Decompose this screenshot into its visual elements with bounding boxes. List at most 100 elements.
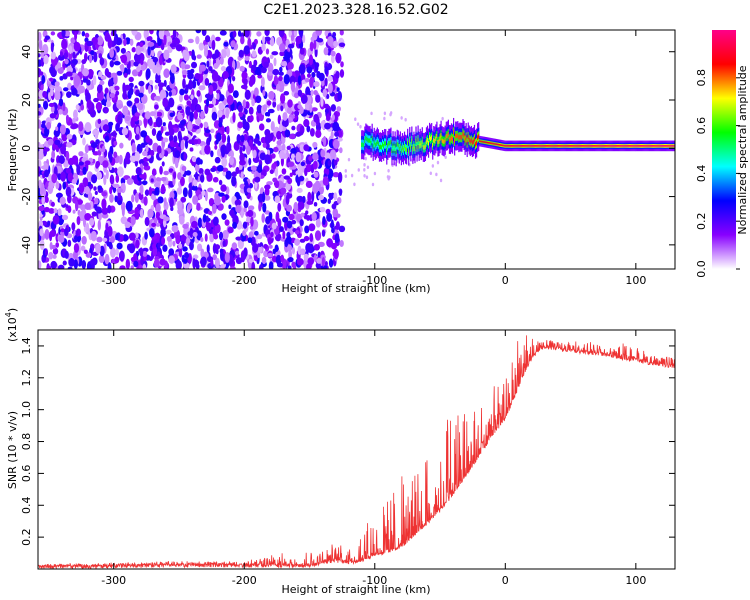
heatmap-cell (253, 87, 259, 97)
heatmap-cell (53, 109, 58, 115)
heatmap-cell (181, 69, 188, 76)
heatmap-cell (326, 238, 333, 248)
heatmap-cell (164, 131, 170, 136)
heatmap-cell (207, 103, 214, 108)
heatmap-cell (48, 207, 55, 214)
heatmap-cell (231, 212, 236, 219)
heatmap-cell (105, 169, 109, 180)
heatmap-cell (304, 77, 310, 83)
heatmap-cell (87, 181, 92, 187)
heatmap-cell (71, 123, 79, 129)
heatmap-cell (188, 139, 195, 145)
heatmap-cell (116, 70, 123, 76)
heatmap-cell (307, 111, 314, 116)
heatmap-cell (189, 111, 194, 122)
heatmap-cell (197, 217, 203, 229)
heatmap-cell (114, 256, 120, 264)
heatmap-cell (124, 154, 132, 165)
heatmap-cell (67, 266, 73, 269)
y-tick-label: -20 (20, 188, 33, 206)
heatmap-cell (109, 174, 115, 185)
heatmap-cell (295, 151, 302, 163)
heatmap-cell (243, 45, 250, 55)
heatmap-cell (148, 118, 153, 126)
heatmap-cell (133, 260, 139, 268)
x-tick-label: -200 (232, 574, 257, 587)
heatmap-cell (137, 102, 144, 111)
heatmap-cell (128, 232, 136, 241)
heatmap-cell (303, 144, 310, 152)
heatmap-cell (81, 31, 86, 37)
heatmap-cell (65, 114, 70, 123)
heatmap-cell (306, 73, 312, 78)
heatmap-cell (332, 139, 340, 149)
heatmap-cell (139, 58, 144, 66)
heatmap-cell (194, 163, 200, 173)
heatmap-cell (44, 248, 49, 257)
heatmap-cell (265, 216, 271, 225)
heatmap-cell (130, 265, 134, 269)
heatmap-cell (328, 258, 334, 268)
heatmap-cell (326, 114, 331, 122)
heatmap-cell (97, 219, 102, 231)
heatmap-cell (238, 111, 244, 118)
heatmap-cell (431, 164, 435, 168)
heatmap-cell (155, 116, 163, 128)
heatmap-cell (297, 75, 302, 86)
heatmap-cell (66, 133, 73, 140)
heatmap-cell (255, 95, 262, 104)
heatmap-cell (55, 126, 59, 131)
heatmap-cell (51, 150, 56, 160)
heatmap-cell (52, 247, 59, 255)
heatmap-cell (123, 72, 128, 78)
heatmap-cell (176, 187, 183, 195)
heatmap-cell (97, 185, 103, 191)
heatmap-cell (95, 101, 103, 111)
heatmap-cell (125, 200, 133, 212)
heatmap-cell (311, 191, 315, 203)
heatmap-cell (435, 172, 438, 177)
heatmap-cell (267, 62, 274, 73)
heatmap-cell (192, 179, 198, 187)
heatmap-cell (212, 254, 218, 261)
heatmap-cell (223, 41, 229, 47)
heatmap-cell (64, 30, 71, 37)
heatmap-cell (339, 30, 344, 36)
heatmap-cell (58, 234, 65, 243)
heatmap-cell (214, 144, 218, 150)
x-tick-label: -100 (362, 274, 387, 287)
heatmap-cell (134, 192, 139, 203)
heatmap-cell (371, 182, 375, 187)
heatmap-cell (328, 193, 334, 201)
heatmap-cell (67, 172, 74, 182)
heatmap-cell (133, 253, 138, 261)
heatmap-cell (338, 42, 346, 48)
heatmap-cell (95, 171, 102, 180)
heatmap-cell (182, 246, 188, 252)
heatmap-cell (269, 169, 274, 175)
heatmap-cell (71, 155, 79, 165)
heatmap-cell (240, 171, 244, 179)
heatmap-cell (182, 187, 188, 198)
heatmap-cell (64, 58, 69, 65)
heatmap-cell (218, 179, 223, 186)
heatmap-cell (306, 200, 314, 205)
heatmap-cell (83, 249, 88, 255)
heatmap-cell (98, 254, 105, 264)
heatmap-cell (43, 206, 50, 213)
heatmap-cell (286, 204, 293, 212)
heatmap-cell (95, 206, 102, 213)
heatmap-cell (141, 180, 148, 186)
heatmap-cell (347, 157, 351, 162)
heatmap-cell (350, 173, 354, 178)
heatmap-cell (279, 66, 283, 73)
heatmap-cell (94, 190, 98, 196)
heatmap-cell (336, 56, 341, 61)
heatmap-cell (110, 72, 118, 78)
heatmap-cell (262, 104, 268, 112)
heatmap-cell (268, 261, 274, 269)
heatmap-cell (76, 164, 81, 176)
heatmap-cell (60, 171, 66, 182)
heatmap-cell (370, 111, 373, 116)
heatmap-cell (313, 244, 320, 251)
